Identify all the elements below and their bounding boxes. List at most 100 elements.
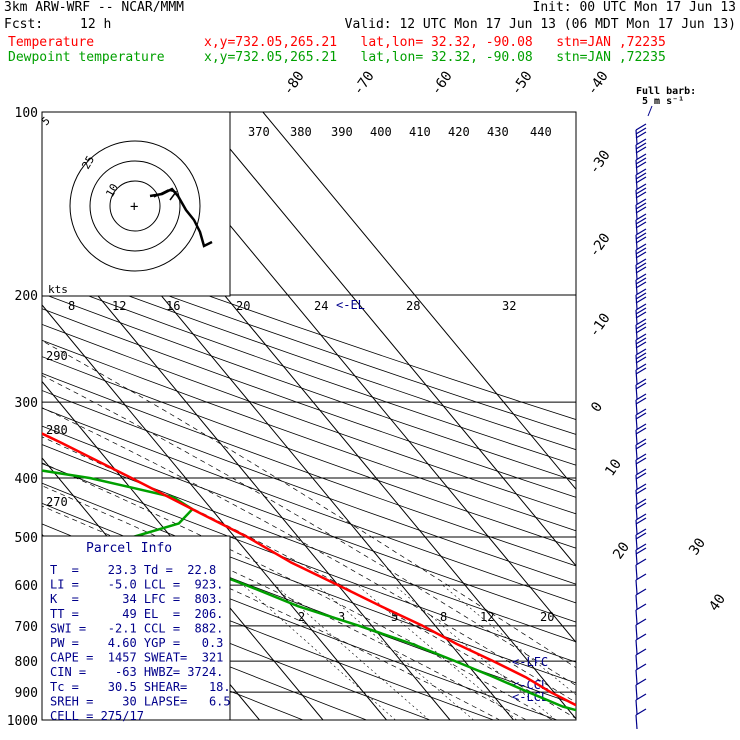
wind-barb-flag (635, 262, 647, 270)
wind-barb-flag (635, 277, 647, 285)
theta-label: 270 (46, 495, 68, 509)
wind-barb-flag (635, 311, 647, 319)
parcel-info-row: CIN = -63 HWBZ= 3724. (50, 665, 223, 679)
dry-adiabat-line (42, 425, 576, 623)
wind-barb-staff (635, 699, 638, 715)
pressure-label: 200 (15, 289, 38, 304)
isotherm-label: 10 (602, 456, 625, 479)
isotherm-label: 40 (706, 591, 729, 614)
wind-barb-flag (635, 326, 647, 334)
wind-barb-staff (635, 684, 638, 700)
mixing-ratio-label: 5 (391, 610, 398, 624)
wind-barb-flag (635, 453, 647, 461)
hodograph-trace (153, 189, 178, 201)
wind-barb-flag (635, 588, 647, 596)
isotherm-label: 20 (610, 539, 633, 562)
wind-barb-flag (635, 281, 647, 289)
isotherm-label: -20 (586, 230, 614, 260)
theta-label: 440 (530, 125, 552, 139)
dewpoint-legend-info: x,y=732.05,265.21 lat,lon= 32.32, -90.08… (204, 50, 666, 65)
wind-barb-flag (635, 138, 647, 146)
mixing-ratio-label: 12 (480, 610, 494, 624)
wind-barb-flag (635, 198, 647, 206)
wind-barb-flag (635, 251, 647, 259)
wind-barb-flag (635, 393, 647, 401)
theta-label: 380 (290, 125, 312, 139)
wind-key-barb (647, 105, 653, 117)
dry-adiabat-line (42, 589, 368, 720)
wind-barb-flag (635, 191, 647, 199)
wind-barb-flag (635, 161, 647, 169)
temperature-profile-line (42, 432, 576, 707)
dry-adiabat-line (42, 356, 576, 549)
wind-barb-flag (635, 423, 647, 431)
dewpoint-profile-line (42, 469, 576, 712)
isotherm-line (0, 112, 6, 720)
lcl-marker: <-LCL (512, 690, 548, 704)
wind-barb-staff (635, 204, 638, 220)
hodograph-speed-label: 28 (406, 299, 420, 313)
wind-barb-flag (635, 633, 647, 641)
isotherm-line (42, 380, 324, 720)
wind-barb-staff (635, 414, 638, 430)
wind-barb-flag (635, 213, 647, 221)
parcel-info-row: LI = -5.0 LCL = 923. (50, 578, 223, 592)
wind-barb-flag (635, 236, 647, 244)
wind-barb-flag (635, 247, 647, 255)
wind-barb-flag (635, 322, 647, 330)
wind-barb-staff (635, 714, 638, 730)
wind-barb-staff (635, 534, 638, 550)
wind-barb-flag (635, 296, 647, 304)
wind-barb-flag (635, 468, 647, 476)
wind-barb-staff (635, 579, 638, 595)
model-title: 3km ARW-WRF -- NCAR/MMM (4, 0, 185, 15)
wind-barb-flag (635, 157, 647, 165)
isotherm-label: -60 (428, 68, 456, 98)
wind-barb-staff (635, 219, 638, 235)
parcel-info-box (41, 535, 231, 721)
parcel-info-row: SREH = 30 LAPSE= 6.5 (50, 694, 231, 708)
wind-barb-flag (635, 367, 647, 375)
wind-barb-staff (635, 129, 638, 145)
wind-barb-flag (635, 618, 647, 626)
dry-adiabat-line (42, 263, 576, 451)
parcel-info-row: CAPE = 1457 SWEAT= 321 (50, 651, 223, 665)
el-marker: <-EL (336, 298, 365, 312)
wind-barb-staff (635, 654, 638, 670)
hodograph-ring-label: 25 (79, 154, 97, 172)
temperature-legend-info: x,y=732.05,265.21 lat,lon= 32.32, -90.08… (204, 35, 666, 50)
wind-barb-staff (635, 669, 638, 685)
pressure-label: 600 (15, 579, 38, 594)
wind-key-title: Full barb: (636, 86, 696, 97)
wind-barb-staff (635, 159, 638, 175)
wind-barb-staff (635, 384, 638, 400)
hodograph-center-mark: + (130, 199, 138, 215)
isotherm-label: -80 (280, 68, 308, 98)
wind-barb-staff (635, 459, 638, 475)
moist-adiabat-line (42, 340, 576, 669)
wind-barb-flag (635, 547, 647, 555)
theta-label: 420 (448, 125, 470, 139)
theta-label: 430 (487, 125, 509, 139)
dry-adiabat-line (42, 482, 576, 684)
wind-barb-flag (635, 176, 647, 184)
dry-adiabat-line (42, 249, 576, 435)
dry-adiabat-line (42, 463, 576, 663)
isotherm-line (262, 112, 576, 491)
wind-barb-staff (635, 339, 638, 355)
hodograph-box (41, 111, 231, 297)
wind-barb-flag (635, 273, 647, 281)
dewpoint-legend-name: Dewpoint temperature (8, 50, 165, 65)
dry-adiabat-line (42, 235, 576, 421)
wind-barb-flag (635, 427, 647, 435)
wind-barb-flag (635, 266, 647, 274)
wind-barb-staff (635, 594, 638, 610)
wind-barb-staff (635, 609, 638, 625)
parcel-info-row: SWI = -2.1 CCL = 882. (50, 621, 223, 635)
wind-barb-flag (635, 528, 647, 536)
isotherm-label: -30 (586, 147, 614, 177)
parcel-info-row: T = 23.3 Td = 22.8 (50, 563, 216, 577)
wind-barb-flag (635, 202, 647, 210)
hodograph-speed-label: 12 (112, 299, 126, 313)
